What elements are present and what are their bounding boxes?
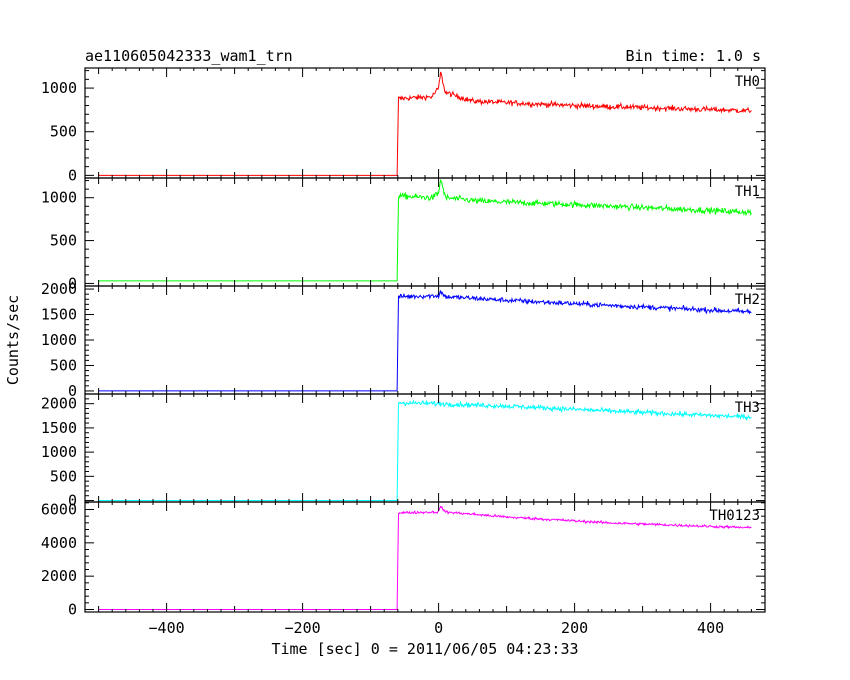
panel-label-th1: TH1: [735, 184, 760, 200]
panel-frame: [84, 285, 766, 395]
y-tick-label: 0: [68, 382, 77, 400]
panel-th0123: 0 2000 4000 6000 TH0123: [41, 501, 766, 619]
panel-label-th0: TH0: [735, 74, 760, 90]
y-tick-label: 2000: [41, 395, 77, 413]
x-axis-title: Time [sec] 0 = 2011/06/05 04:23:33: [271, 640, 578, 658]
y-tick-label: 500: [50, 123, 77, 141]
panel-th2: 0 500 1000 1500 2000 TH2: [41, 280, 766, 400]
y-tick-label: 1000: [41, 331, 77, 349]
panel-frame: [84, 501, 766, 613]
y-tick-label: 2000: [41, 567, 77, 585]
x-tick-label: 400: [697, 619, 724, 637]
bin-time-label: Bin time: 1.0 s: [626, 47, 761, 65]
x-axis-tick-labels: −400 −200 0 200 400: [149, 619, 725, 637]
y-tick-label: 1000: [41, 79, 77, 97]
y-tick-label: 500: [50, 467, 77, 485]
panel-label-th0123: TH0123: [709, 508, 760, 524]
y-tick-label: 1000: [41, 189, 77, 207]
y-tick-label: 0: [68, 601, 77, 619]
y-tick-label: 0: [68, 274, 77, 292]
x-tick-label: −400: [149, 619, 185, 637]
y-tick-label: 4000: [41, 534, 77, 552]
series-line-th0123: [98, 505, 752, 610]
panel-frame: [84, 393, 766, 503]
x-tick-label: 200: [561, 619, 588, 637]
y-tick-label: 6000: [41, 501, 77, 519]
series-line-th3: [98, 399, 752, 501]
panel-th3: 0 500 1000 1500 2000 TH3: [41, 393, 766, 510]
y-tick-label: 0: [68, 492, 77, 510]
panels: 0 500 1000 TH0 0 500 1000 TH1 0 500 1000 1500 2000 TH…: [41, 67, 766, 619]
y-tick-label: 500: [50, 356, 77, 374]
series-line-th2: [98, 289, 752, 392]
y-tick-label: 2000: [41, 280, 77, 298]
y-tick-label: 500: [50, 232, 77, 250]
y-tick-label: 0: [68, 166, 77, 184]
panel-frame: [84, 67, 766, 179]
panel-frame: [84, 177, 766, 287]
y-tick-label: 1500: [41, 419, 77, 437]
y-axis-title: Counts/sec: [4, 295, 22, 385]
panel-label-th2: TH2: [735, 292, 760, 308]
panel-th1: 0 500 1000 TH1: [41, 177, 766, 292]
series-line-th1: [98, 179, 752, 282]
series-line-th0: [98, 71, 752, 176]
panel-th0: 0 500 1000 TH0: [41, 67, 766, 184]
y-tick-label: 1000: [41, 443, 77, 461]
x-tick-label: −200: [285, 619, 321, 637]
x-tick-label: 0: [434, 619, 443, 637]
y-tick-label: 1500: [41, 306, 77, 324]
panel-label-th3: TH3: [735, 400, 760, 416]
file-title: ae110605042333_wam1_trn: [85, 47, 293, 65]
